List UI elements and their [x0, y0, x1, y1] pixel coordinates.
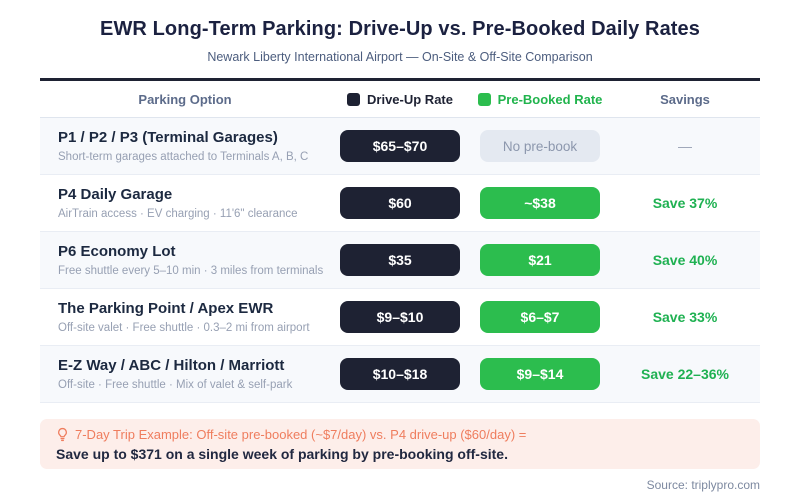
column-header-savings: Savings: [660, 91, 710, 107]
parking-option-description: Off-site · Free shuttle · Mix of valet &…: [58, 379, 293, 391]
driveup-rate-cell: $10–$18: [330, 358, 470, 390]
driveup-rate-badge: $65–$70: [340, 130, 460, 162]
table-row-ez-way-abc-hilton-marriott: E-Z Way / ABC / Hilton / Marriott Off-si…: [40, 346, 760, 403]
column-header-parking-option: Parking Option: [138, 91, 232, 107]
trip-example-highlight-text: Save up to $371 on a single week of park…: [56, 446, 508, 462]
table-row-parking-point-apex: The Parking Point / Apex EWR Off-site va…: [40, 289, 760, 346]
parking-option-name: P1 / P2 / P3 (Terminal Garages): [58, 129, 278, 146]
parking-option-name: P6 Economy Lot: [58, 243, 176, 260]
table-row-p1-p2-p3: P1 / P2 / P3 (Terminal Garages) Short-te…: [40, 118, 760, 175]
prebooked-rate-badge: No pre-book: [480, 130, 600, 162]
savings-value: —: [678, 138, 692, 154]
driveup-rate-badge: $60: [340, 187, 460, 219]
table-row-p4-daily-garage: P4 Daily Garage AirTrain access · EV cha…: [40, 175, 760, 232]
page-subtitle: Newark Liberty International Airport — O…: [207, 50, 593, 64]
driveup-rate-cell: $9–$10: [330, 301, 470, 333]
savings-value: Save 33%: [652, 309, 718, 325]
driveup-rate-badge: $10–$18: [340, 358, 460, 390]
driveup-rate-cell: $65–$70: [330, 130, 470, 162]
parking-option-cell: The Parking Point / Apex EWR Off-site va…: [40, 300, 330, 334]
table-row-p6-economy-lot: P6 Economy Lot Free shuttle every 5–10 m…: [40, 232, 760, 289]
parking-option-cell: P1 / P2 / P3 (Terminal Garages) Short-te…: [40, 129, 330, 163]
prebooked-rate-cell: $21: [470, 244, 610, 276]
prebooked-rate-cell: $6–$7: [470, 301, 610, 333]
driveup-rate-badge: $9–$10: [340, 301, 460, 333]
prebooked-rate-badge: $21: [480, 244, 600, 276]
source-credit: Source: triplypro.com: [646, 478, 760, 492]
trip-example-lead-text: 7-Day Trip Example: Off-site pre-booked …: [75, 427, 527, 442]
prebooked-legend-swatch-icon: [477, 92, 491, 106]
page-title: EWR Long-Term Parking: Drive-Up vs. Pre-…: [100, 18, 700, 40]
parking-option-name: E-Z Way / ABC / Hilton / Marriott: [58, 357, 285, 374]
table-header-row: Parking Option Drive-Up Rate Pre-Booked …: [40, 81, 760, 118]
parking-option-description: Off-site valet · Free shuttle · 0.3–2 mi…: [58, 322, 310, 334]
parking-option-description: Free shuttle every 5–10 min · 3 miles fr…: [58, 265, 324, 277]
driveup-legend-swatch-icon: [347, 92, 361, 106]
column-header-driveup: Drive-Up Rate: [330, 92, 470, 107]
page-header: EWR Long-Term Parking: Drive-Up vs. Pre-…: [0, 18, 800, 64]
savings-value: Save 40%: [652, 252, 718, 268]
parking-option-description: Short-term garages attached to Terminals…: [58, 151, 309, 163]
prebooked-rate-cell: ~$38: [470, 187, 610, 219]
prebooked-rate-cell: $9–$14: [470, 358, 610, 390]
driveup-rate-cell: $60: [330, 187, 470, 219]
parking-option-name: The Parking Point / Apex EWR: [58, 300, 274, 317]
trip-example-lead-line: 7-Day Trip Example: Off-site pre-booked …: [56, 427, 744, 442]
driveup-rate-badge: $35: [340, 244, 460, 276]
rates-table: Parking Option Drive-Up Rate Pre-Booked …: [40, 78, 760, 403]
parking-option-name: P4 Daily Garage: [58, 186, 173, 203]
driveup-column-label: Drive-Up Rate: [367, 91, 453, 107]
parking-option-cell: E-Z Way / ABC / Hilton / Marriott Off-si…: [40, 357, 330, 391]
parking-option-cell: P6 Economy Lot Free shuttle every 5–10 m…: [40, 243, 330, 277]
parking-option-description: AirTrain access · EV charging · 11'6" cl…: [58, 208, 298, 220]
prebooked-rate-badge: $6–$7: [480, 301, 600, 333]
savings-value: Save 37%: [652, 195, 718, 211]
lightbulb-icon: [58, 427, 67, 442]
prebooked-rate-badge: $9–$14: [480, 358, 600, 390]
column-header-prebooked: Pre-Booked Rate: [470, 92, 610, 107]
prebooked-rate-cell: No pre-book: [470, 130, 610, 162]
parking-option-cell: P4 Daily Garage AirTrain access · EV cha…: [40, 186, 330, 220]
prebooked-rate-badge: ~$38: [480, 187, 600, 219]
prebooked-column-label: Pre-Booked Rate: [497, 91, 603, 107]
trip-example-note: 7-Day Trip Example: Off-site pre-booked …: [40, 419, 760, 469]
driveup-rate-cell: $35: [330, 244, 470, 276]
savings-value: Save 22–36%: [641, 366, 729, 382]
